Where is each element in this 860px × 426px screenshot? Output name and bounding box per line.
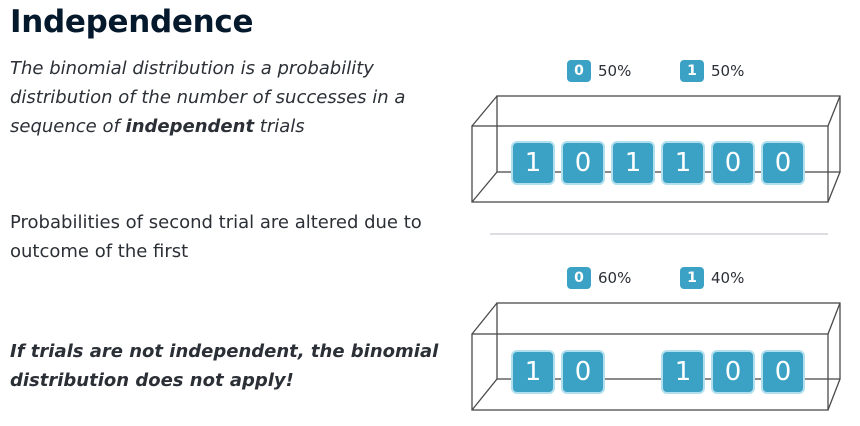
legend-item-one-dependent: 1 40% [680,267,744,289]
legend-item-zero-independent: 0 50% [567,60,631,82]
binomial-definition: The binomial distribution is a probabili… [10,54,450,141]
outcome-chip: 0 [567,60,591,82]
dependence-note: Probabilities of second trial are altere… [10,212,422,262]
trial-tile: 1 [511,141,555,185]
trial-tile: 1 [611,141,655,185]
trial-tile: 1 [661,141,705,185]
outcome-chip: 1 [680,60,704,82]
definition-text-end: trials [254,116,305,137]
definition-text-start: The binomial distribution is a probabili… [10,58,406,137]
trial-tile: 1 [511,350,555,394]
legend-item-zero-dependent: 0 60% [567,267,631,289]
trial-tile: 0 [561,141,605,185]
legend-item-one-independent: 1 50% [680,60,744,82]
trial-tile: 1 [661,350,705,394]
outcome-chip: 1 [680,267,704,289]
trial-tile: 0 [711,350,755,394]
trial-tile: 0 [711,141,755,185]
section-divider [490,233,828,235]
trial-tile: 0 [761,141,805,185]
trial-tile: 0 [761,350,805,394]
outcome-chip: 0 [567,267,591,289]
probability-label: 50% [598,62,632,80]
definition-emphasis: independent [125,116,255,137]
warning-note: If trials are not independent, the binom… [10,341,439,391]
probability-label: 40% [711,269,745,287]
probability-label: 60% [598,269,632,287]
trial-tile: 0 [561,350,605,394]
probability-label: 50% [711,62,745,80]
page-title: Independence [10,4,254,40]
